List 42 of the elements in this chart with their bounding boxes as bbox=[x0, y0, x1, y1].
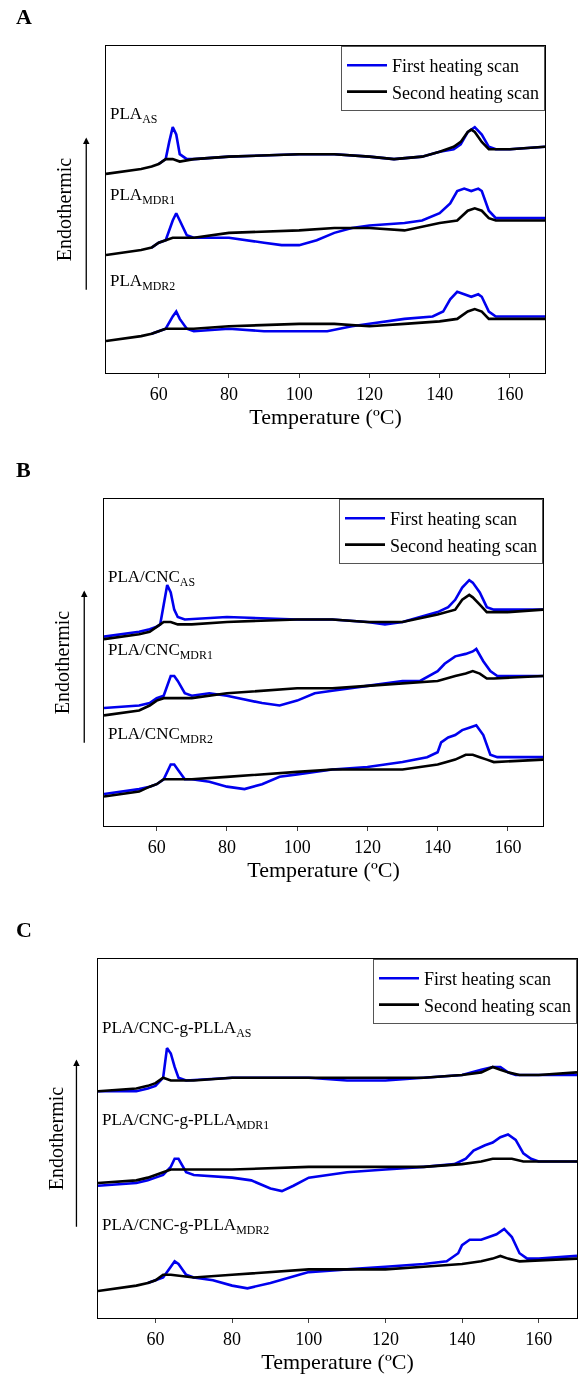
x-tick-label: 60 bbox=[146, 1328, 165, 1349]
x-tick-label: 120 bbox=[353, 836, 381, 857]
x-tick-label: 60 bbox=[149, 383, 168, 404]
legend-label: First heating scan bbox=[424, 969, 551, 990]
x-tick-label: 120 bbox=[355, 383, 383, 404]
x-tick-label: 80 bbox=[223, 1328, 242, 1349]
x-tick-label: 160 bbox=[525, 1328, 553, 1349]
chart-title: B bbox=[16, 457, 31, 482]
x-axis-title: Temperature (ºC) bbox=[247, 857, 400, 883]
x-tick-label: 100 bbox=[285, 383, 313, 404]
legend-label: First heating scan bbox=[392, 56, 519, 77]
annotation: PLA/CNC-g-PLLA$_{MDR1}$ bbox=[102, 1110, 270, 1132]
x-tick-label: 60 bbox=[147, 836, 166, 857]
x-tick-label: 120 bbox=[371, 1328, 399, 1349]
x-tick-label: 80 bbox=[217, 836, 236, 857]
chart-title: C bbox=[16, 917, 32, 942]
y-axis-title: Endothermic bbox=[50, 610, 73, 715]
annotation: PLA/CNC$_{AS}$ bbox=[108, 567, 195, 589]
x-tick-label: 140 bbox=[448, 1328, 476, 1349]
x-tick-label: 160 bbox=[496, 383, 524, 404]
y-axis-title: Endothermic bbox=[52, 157, 75, 262]
legend-label: First heating scan bbox=[390, 509, 517, 530]
annotation: PLA$_{MDR2}$ bbox=[110, 271, 176, 293]
annotation: PLA/CNC-g-PLLA$_{MDR2}$ bbox=[102, 1215, 270, 1237]
legend-label: Second heating scan bbox=[392, 82, 539, 103]
x-tick-label: 100 bbox=[283, 836, 311, 857]
x-tick-label: 100 bbox=[295, 1328, 323, 1349]
x-tick-label: 80 bbox=[219, 383, 238, 404]
annotation: PLA/CNC$_{MDR1}$ bbox=[108, 640, 213, 662]
chart-title: A bbox=[16, 4, 32, 29]
x-axis-title: Temperature (ºC) bbox=[249, 404, 402, 430]
x-tick-label: 160 bbox=[494, 836, 522, 857]
y-axis-title: Endothermic bbox=[44, 1086, 67, 1191]
legend-label: Second heating scan bbox=[424, 995, 571, 1016]
x-tick-label: 140 bbox=[426, 383, 454, 404]
legend-label: Second heating scan bbox=[390, 535, 537, 556]
annotation: PLA$_{MDR1}$ bbox=[110, 185, 176, 207]
x-axis-title: Temperature (ºC) bbox=[261, 1349, 414, 1375]
x-tick-label: 140 bbox=[424, 836, 452, 857]
text: PLA/CNC-g-PLLA$_{AS}$ bbox=[102, 1018, 252, 1040]
annotation: PLA/CNC$_{MDR2}$ bbox=[108, 724, 213, 746]
text: PLA$_{AS}$ bbox=[110, 104, 158, 126]
